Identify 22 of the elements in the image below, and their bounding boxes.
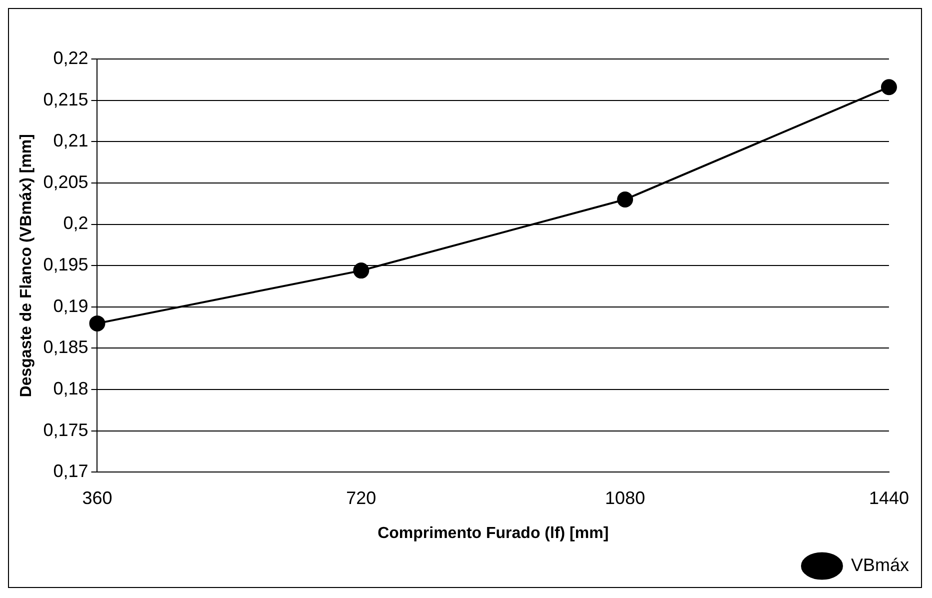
y-tick-label: 0,22: [53, 48, 88, 68]
y-tick-label: 0,185: [43, 337, 88, 358]
y-tick-label: 0,17: [53, 461, 88, 482]
x-tick-label: 360: [82, 488, 112, 508]
point: [353, 262, 370, 279]
x-tick-label: 1440: [868, 488, 909, 508]
y-tick-label: 0,2: [63, 213, 88, 234]
point: [617, 191, 634, 208]
y-tick-label: 0,21: [53, 130, 88, 151]
y-tick-label: 0,19: [53, 296, 88, 316]
y-tick-label: 0,195: [43, 254, 88, 275]
x-tick-label: 1080: [605, 488, 646, 508]
x-tick-label: 720: [346, 488, 376, 508]
legend-label: VBmáx: [850, 554, 910, 575]
y-tick-label: 0,205: [43, 172, 88, 192]
point: [880, 79, 897, 96]
x-axis-title: Comprimento Furado (lf) [mm]: [378, 524, 609, 542]
y-axis-title: Desgaste de Flanco (VBmáx) [mm]: [18, 134, 36, 398]
y-tick-label: 0,175: [43, 420, 88, 440]
y-tick-label: 0,215: [43, 89, 88, 110]
point: [89, 315, 106, 332]
y-tick-label: 0,18: [53, 378, 88, 399]
